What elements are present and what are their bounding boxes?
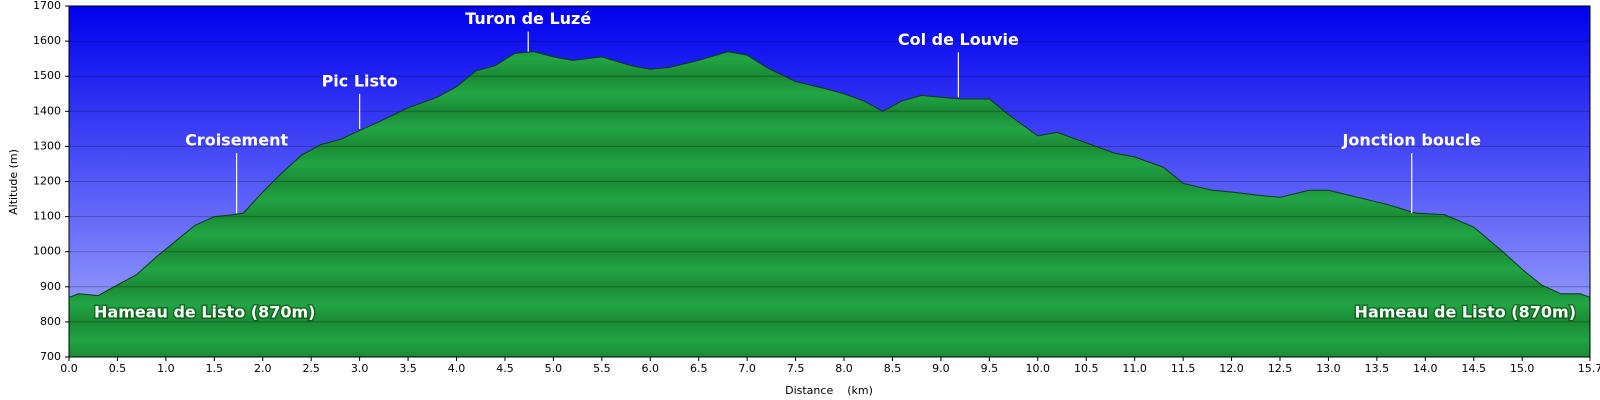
x-tick-label: 15.0 <box>1510 362 1535 375</box>
terrain-line <box>68 51 1591 298</box>
y-tick-label: 900 <box>40 280 61 293</box>
x-tick-label: 5.5 <box>593 362 611 375</box>
x-tick-label: 3.0 <box>351 362 369 375</box>
x-tick-label: 7.0 <box>738 362 756 375</box>
x-tick-label: 8.0 <box>835 362 853 375</box>
y-tick-label: 800 <box>40 315 61 328</box>
x-tick-label: 10.5 <box>1074 362 1099 375</box>
x-tick-label: 5.0 <box>545 362 563 375</box>
y-axis-title: Altitude (m) <box>7 149 20 215</box>
x-tick-label: 12.5 <box>1268 362 1293 375</box>
x-tick-label: 11.0 <box>1122 362 1147 375</box>
annotation-label: Turon de Luzé <box>465 9 591 28</box>
x-tick-label: 0.0 <box>60 362 78 375</box>
x-tick-label: 2.5 <box>302 362 320 375</box>
x-tick-label: 13.0 <box>1316 362 1341 375</box>
plot-frame <box>68 5 1591 358</box>
y-tick-label: 1100 <box>33 210 61 223</box>
y-tick-label: 1700 <box>33 0 61 12</box>
x-tick-label: 1.5 <box>206 362 224 375</box>
y-tick-label: 1500 <box>33 69 61 82</box>
y-tick-label: 1000 <box>33 245 61 258</box>
x-tick-label: 9.0 <box>932 362 950 375</box>
terrain-area <box>69 51 1590 357</box>
x-tick-label: 6.5 <box>690 362 708 375</box>
x-tick-label: 9.5 <box>981 362 999 375</box>
end-label: Hameau de Listo (870m) <box>1355 303 1576 322</box>
x-tick-label: 10.0 <box>1026 362 1051 375</box>
annotation-label: Jonction boucle <box>1341 131 1481 150</box>
x-tick-label: 7.5 <box>787 362 805 375</box>
y-tick-label: 1200 <box>33 175 61 188</box>
x-tick-label: 15.7 <box>1578 362 1600 375</box>
y-tick-label: 1300 <box>33 139 61 152</box>
x-tick-label: 4.5 <box>496 362 514 375</box>
annotation-label: Croisement <box>185 131 288 150</box>
start-label: Hameau de Listo (870m) <box>94 303 315 322</box>
annotation-label: Col de Louvie <box>898 30 1019 49</box>
x-tick-label: 8.5 <box>884 362 902 375</box>
x-tick-label: 14.0 <box>1413 362 1438 375</box>
x-axis-title: Distance (km) <box>785 384 873 397</box>
x-tick-label: 4.0 <box>448 362 466 375</box>
x-tick-label: 13.5 <box>1365 362 1390 375</box>
y-tick-label: 700 <box>40 350 61 363</box>
x-tick-label: 3.5 <box>399 362 417 375</box>
x-tick-label: 2.0 <box>254 362 272 375</box>
y-tick-label: 1600 <box>33 34 61 47</box>
annotation-label: Pic Listo <box>322 71 398 90</box>
x-tick-label: 14.5 <box>1461 362 1486 375</box>
x-tick-label: 0.5 <box>109 362 127 375</box>
y-tick-label: 1400 <box>33 104 61 117</box>
x-tick-label: 11.5 <box>1171 362 1196 375</box>
x-tick-label: 12.0 <box>1219 362 1244 375</box>
x-tick-label: 6.0 <box>642 362 660 375</box>
x-tick-label: 1.0 <box>157 362 175 375</box>
